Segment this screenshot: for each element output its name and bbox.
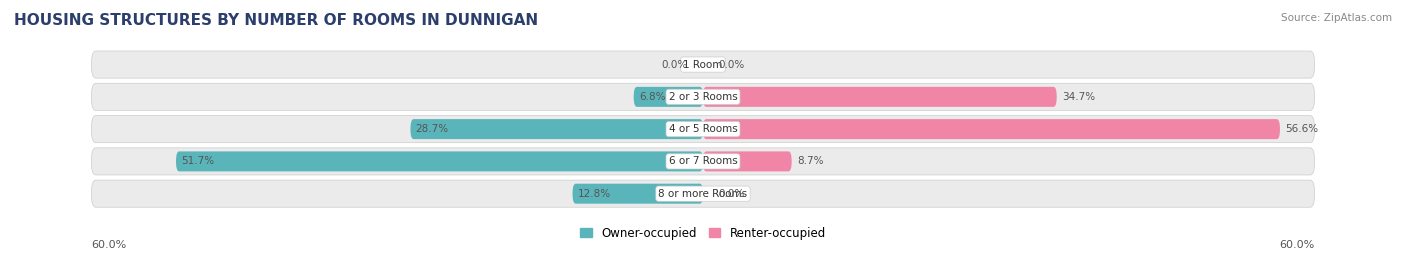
- Text: 56.6%: 56.6%: [1285, 124, 1319, 134]
- Text: 60.0%: 60.0%: [91, 240, 127, 250]
- FancyBboxPatch shape: [634, 87, 703, 107]
- Text: 0.0%: 0.0%: [718, 189, 745, 199]
- Text: 4 or 5 Rooms: 4 or 5 Rooms: [669, 124, 737, 134]
- FancyBboxPatch shape: [411, 119, 703, 139]
- FancyBboxPatch shape: [703, 87, 1057, 107]
- FancyBboxPatch shape: [572, 184, 703, 204]
- Text: 8 or more Rooms: 8 or more Rooms: [658, 189, 748, 199]
- Legend: Owner-occupied, Renter-occupied: Owner-occupied, Renter-occupied: [575, 222, 831, 244]
- Text: 12.8%: 12.8%: [578, 189, 610, 199]
- FancyBboxPatch shape: [91, 51, 1315, 78]
- FancyBboxPatch shape: [91, 116, 1315, 143]
- Text: 8.7%: 8.7%: [797, 156, 824, 167]
- Text: HOUSING STRUCTURES BY NUMBER OF ROOMS IN DUNNIGAN: HOUSING STRUCTURES BY NUMBER OF ROOMS IN…: [14, 13, 538, 29]
- Text: 6 or 7 Rooms: 6 or 7 Rooms: [669, 156, 737, 167]
- Text: 6.8%: 6.8%: [638, 92, 665, 102]
- Text: 60.0%: 60.0%: [1279, 240, 1315, 250]
- Text: 28.7%: 28.7%: [416, 124, 449, 134]
- Text: Source: ZipAtlas.com: Source: ZipAtlas.com: [1281, 13, 1392, 23]
- Text: 51.7%: 51.7%: [181, 156, 214, 167]
- FancyBboxPatch shape: [703, 119, 1279, 139]
- FancyBboxPatch shape: [91, 148, 1315, 175]
- FancyBboxPatch shape: [91, 180, 1315, 207]
- FancyBboxPatch shape: [703, 151, 792, 171]
- Text: 0.0%: 0.0%: [661, 59, 688, 70]
- Text: 34.7%: 34.7%: [1062, 92, 1095, 102]
- Text: 2 or 3 Rooms: 2 or 3 Rooms: [669, 92, 737, 102]
- FancyBboxPatch shape: [176, 151, 703, 171]
- Text: 1 Room: 1 Room: [683, 59, 723, 70]
- Text: 0.0%: 0.0%: [718, 59, 745, 70]
- FancyBboxPatch shape: [91, 83, 1315, 110]
